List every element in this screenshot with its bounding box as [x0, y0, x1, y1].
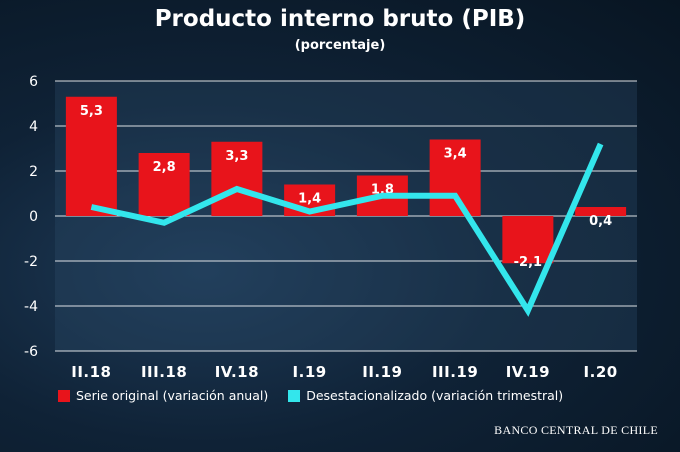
y-tick-label: 2	[29, 164, 38, 180]
bar-data-label: 2,8	[153, 160, 176, 175]
y-tick-label: 4	[29, 119, 38, 135]
x-tick-label: I.20	[584, 363, 618, 381]
bar	[138, 153, 190, 216]
bar-data-label: 3,3	[225, 149, 248, 164]
x-tick-label: II.19	[362, 363, 402, 381]
bar-data-label: 3,4	[444, 147, 467, 162]
source-credit: BANCO CENTRAL DE CHILE	[494, 423, 658, 437]
x-tick-label: II.18	[71, 363, 111, 381]
legend-swatch-line	[288, 389, 301, 402]
legend-item-bar: Serie original (variación anual)	[58, 388, 268, 403]
x-tick-label: III.18	[141, 363, 187, 381]
y-tick-label: 0	[29, 209, 38, 225]
chart-legend: Serie original (variación anual) Desesta…	[58, 388, 583, 403]
bar	[502, 216, 554, 264]
chart-title: Producto interno bruto (PIB)	[154, 6, 526, 32]
bar-data-label: 1,4	[298, 192, 321, 207]
y-tick-label: -2	[24, 254, 38, 270]
y-tick-label: 6	[29, 74, 38, 90]
x-tick-label: IV.18	[215, 363, 259, 381]
x-tick-label: IV.19	[506, 363, 550, 381]
bar-data-label: 5,3	[80, 104, 103, 119]
legend-item-line: Desestacionalizado (variación trimestral…	[288, 388, 563, 403]
y-tick-label: -4	[24, 299, 38, 315]
bar	[575, 207, 627, 216]
legend-swatch-bar	[58, 389, 70, 402]
legend-label-bar: Serie original (variación anual)	[76, 388, 269, 403]
bar	[211, 141, 263, 216]
x-tick-label: I.19	[293, 363, 327, 381]
bar	[429, 139, 481, 216]
bar-data-label: -2,1	[514, 255, 542, 270]
line-series	[90, 142, 604, 317]
bar	[65, 96, 117, 216]
y-tick-label: -6	[24, 344, 38, 360]
x-tick-label: III.19	[432, 363, 478, 381]
bar-data-label: 0,4	[589, 214, 612, 229]
legend-label-line: Desestacionalizado (variación trimestral…	[306, 388, 564, 403]
chart-subtitle: (porcentaje)	[294, 38, 386, 53]
